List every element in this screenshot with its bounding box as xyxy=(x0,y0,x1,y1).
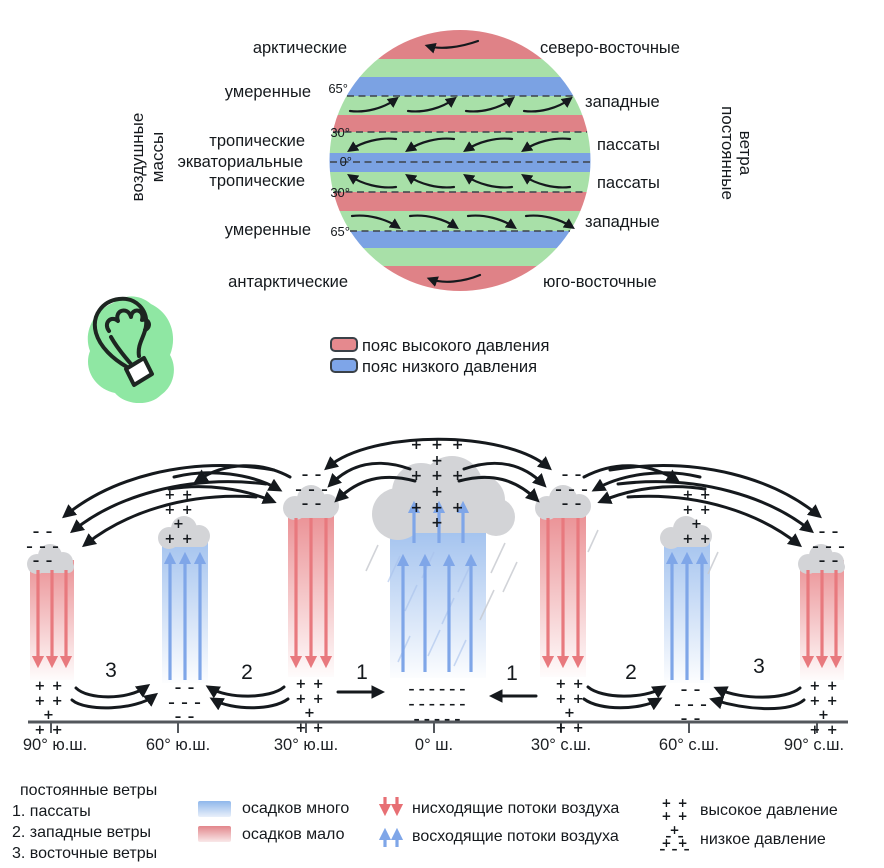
lat-label-0: 0° xyxy=(339,154,352,169)
high-pressure-symbol-surface-30n: + + + + + + + xyxy=(555,677,585,736)
wind-direction-arrows xyxy=(347,39,575,287)
winds-legend-item-westerly: 2. западные ветры xyxy=(12,824,152,841)
air-mass-label-arctic: арктические xyxy=(252,39,347,57)
descending-arrows-icon xyxy=(378,797,404,817)
wind-label-northeast: северо-восточные xyxy=(540,39,680,57)
constant-winds-title-line2: ветра xyxy=(736,130,755,176)
lightbulb-icon xyxy=(87,296,174,404)
axis-label-60s: 60° ю.ш. xyxy=(145,736,211,754)
wind-zone-number-3n: 3 xyxy=(753,655,765,678)
winds-legend-item-trades: 1. пассаты xyxy=(12,803,91,820)
axis-label-30n: 30° с.ш. xyxy=(530,736,592,754)
globe-bands xyxy=(329,30,591,291)
clouds xyxy=(27,456,845,574)
low-pressure-icon: – – – – – xyxy=(659,829,691,857)
cloud-30s xyxy=(283,485,339,520)
wind-zone-number-2s: 2 xyxy=(241,661,253,684)
ascending-flows-label: восходящие потоки воздуха xyxy=(412,828,619,845)
winds-legend-item-easterly: 3. восточные ветры xyxy=(12,845,158,862)
descending-flows-label: нисходящие потоки воздуха xyxy=(412,800,620,817)
wind-zone-number-1s: 1 xyxy=(356,661,368,684)
air-mass-label-equatorial: экваториальные xyxy=(177,153,303,171)
precip-little-swatch xyxy=(198,826,231,842)
wind-label-trades-n: пассаты xyxy=(597,136,660,154)
ascending-arrows-icon xyxy=(378,827,404,847)
high-pressure-icon: + + + + + + + xyxy=(661,796,689,851)
surface-wind-arrows xyxy=(70,684,806,711)
northeast-wind-arrow xyxy=(424,39,480,54)
air-mass-label-antarctic: антарктические xyxy=(228,273,348,291)
high-pressure-symbol-upper-60s: + + + + + + + xyxy=(164,488,194,547)
high-pressure-symbol-surface-30s: + + + + + + + xyxy=(295,677,325,736)
cloud-60s xyxy=(158,516,210,549)
low-pressure-label: низкое давление xyxy=(700,831,826,848)
air-masses-title-line2: массы xyxy=(148,131,167,183)
air-mass-label-temperate-s: умеренные xyxy=(224,221,311,239)
constant-winds-title-line1: постоянные xyxy=(718,106,737,200)
wind-zone-number-3s: 3 xyxy=(105,659,117,682)
lat-label-30n: 30° xyxy=(330,125,350,140)
descending-flow-arrows xyxy=(31,518,843,669)
high-pressure-symbol-upper-60n: + + + + + + + xyxy=(682,488,712,547)
lat-label-65s: 65° xyxy=(330,224,350,239)
precip-much-swatch xyxy=(198,801,231,817)
low-pressure-belt-label: пояс низкого давления xyxy=(362,358,538,376)
lat-label-30s: 30° xyxy=(330,185,350,200)
low-pressure-symbol-upper-30n: – – – – – – – xyxy=(555,468,589,513)
latitude-axis xyxy=(28,720,848,733)
upper-air-flow-arcs xyxy=(62,437,822,548)
low-pressure-symbol-upper-30s: – – – – – – – xyxy=(295,468,329,513)
low-pressure-symbol-surface-60n: – – – – – – – xyxy=(674,683,708,728)
air-mass-label-tropic-n: тропические xyxy=(209,132,305,150)
low-pressure-symbol-surface-60s: – – – – – – – xyxy=(168,681,202,726)
cloud-90n xyxy=(798,544,845,574)
axis-label-90n: 90° с.ш. xyxy=(783,736,845,754)
winds-legend-title: постоянные ветры xyxy=(20,782,158,799)
high-pressure-belt-swatch xyxy=(330,337,358,352)
cloud-30n xyxy=(535,485,591,520)
high-pressure-symbol-surface-90n: + + + + + + + xyxy=(809,679,839,738)
axis-label-60n: 60° с.ш. xyxy=(658,736,720,754)
circulation-graphic xyxy=(27,437,848,733)
axis-label-90s: 90° ю.ш. xyxy=(22,736,88,754)
cloud-60n xyxy=(660,516,712,549)
southeast-wind-arrow xyxy=(426,273,482,287)
air-mass-label-temperate-n: умеренные xyxy=(224,83,311,101)
precip-much-label: осадков много xyxy=(242,800,350,817)
wind-label-westerly-n: западные xyxy=(585,93,660,111)
low-pressure-symbol-upper-90n: – – – – – – – xyxy=(812,525,846,570)
ascending-air-columns xyxy=(162,528,710,683)
wind-zone-number-1n: 1 xyxy=(506,662,518,685)
ascending-flow-arrows xyxy=(163,500,709,680)
wind-label-westerly-s: западные xyxy=(585,213,660,231)
low-pressure-symbol-surface-equator: – – – – – – – – – – – – – – – – – xyxy=(408,682,466,726)
latitude-dashed-lines xyxy=(330,95,590,232)
high-pressure-belt-label: пояс высокого давления xyxy=(362,337,550,355)
axis-label-0: 0° ш. xyxy=(414,736,454,754)
low-pressure-symbol-upper-90s: – – – – – – – xyxy=(26,525,60,570)
high-pressure-symbol-surface-90s: + + + + + + + xyxy=(34,679,64,738)
wind-zone-number-2n: 2 xyxy=(625,661,637,684)
lat-label-65n: 65° xyxy=(328,81,348,96)
low-pressure-belt-swatch xyxy=(330,358,358,373)
precip-little-label: осадков мало xyxy=(242,826,345,843)
high-pressure-label: высокое давление xyxy=(700,802,838,819)
axis-label-30s: 30° ю.ш. xyxy=(273,736,339,754)
globe-graphic xyxy=(329,30,591,291)
high-pressure-symbol-tropopause: + + + + + + + + + + + + xyxy=(410,437,466,532)
wind-label-southeast: юго-восточные xyxy=(543,273,657,291)
cloud-equator xyxy=(372,456,515,540)
air-masses-title-line1: воздушные xyxy=(128,112,147,202)
air-mass-label-tropic-s: тропические xyxy=(209,172,305,190)
wind-label-trades-s: пассаты xyxy=(597,174,660,192)
cloud-edge-streaks xyxy=(365,529,719,621)
